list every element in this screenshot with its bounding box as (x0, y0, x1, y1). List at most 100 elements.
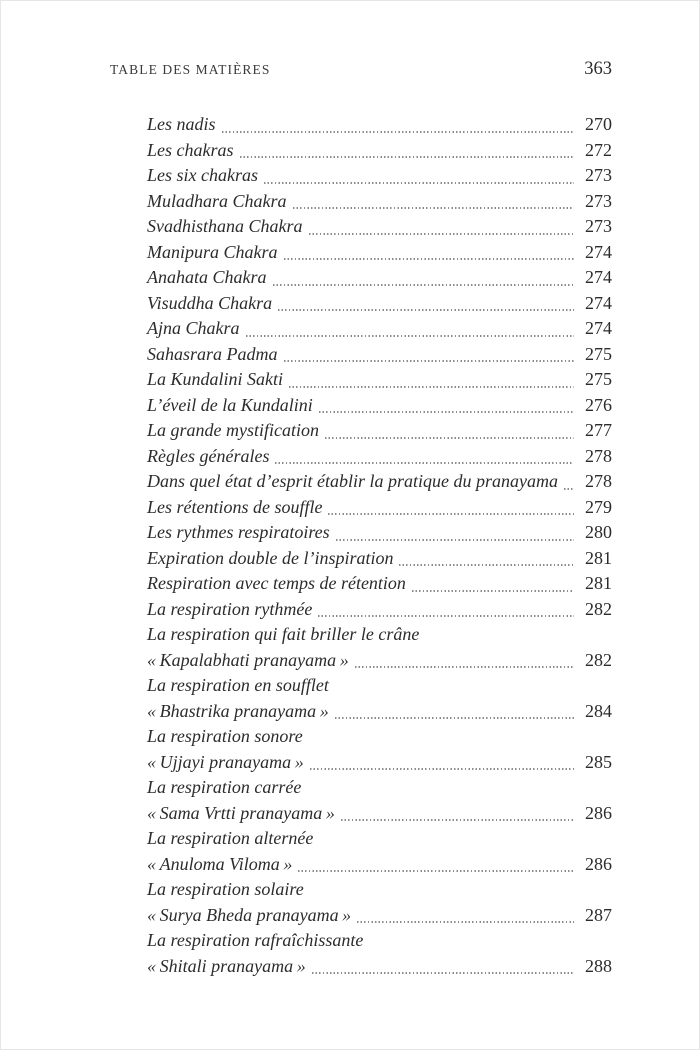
toc-entry-page-number: 270 (585, 114, 612, 134)
toc-entry: Les rythmes respiratoires 280 (147, 520, 612, 546)
toc-entry-title: Les nadis (147, 114, 216, 134)
toc-entry: L’éveil de la Kundalini 276 (147, 393, 612, 419)
toc-entry-page-number: 285 (585, 751, 612, 772)
toc-entry: La respiration carrée « Sama Vrtti pranay… (147, 775, 612, 826)
toc-entry-page-number: 280 (585, 522, 612, 542)
toc-entry-page-number: 279 (585, 496, 612, 517)
toc-entry-row: La Kundalini Sakti 275 (147, 367, 612, 393)
toc-entry-title: La grande mystification (147, 420, 319, 440)
dot-leader (399, 564, 574, 566)
toc-entry: Ajna Chakra 274 (147, 316, 612, 342)
running-header-title: TABLE DES MATIÈRES (110, 62, 271, 77)
toc-entry-page-number: 288 (585, 955, 612, 976)
toc-entry-title: La respiration rythmée (147, 598, 313, 619)
toc-entry: Expiration double de l’inspiration 281 (147, 546, 612, 572)
dot-leader (354, 666, 574, 668)
dot-leader (334, 717, 574, 719)
toc-entry-row: « Surya Bheda pranayama » 287 (147, 903, 612, 929)
toc-entry: La respiration alternée « Anuloma Viloma … (147, 826, 612, 877)
toc-entry-page-number: 274 (585, 241, 612, 262)
toc-entry-row: « Anuloma Viloma » 286 (147, 852, 612, 878)
toc-entry-title-line: La respiration rafraîchissante (147, 930, 364, 950)
toc-list: Les nadis 270 Les chakras 272 Les six chakra… (147, 112, 612, 979)
dot-leader (308, 232, 574, 235)
dot-leader (239, 156, 574, 158)
toc-entry-page-number: 275 (585, 369, 612, 389)
toc-entry-title: Les rythmes respiratoires (147, 522, 330, 542)
toc-entry-row: « Bhastrika pranayama » 284 (147, 699, 612, 725)
toc-entry: Les chakras 272 (147, 138, 612, 164)
toc-entry: Dans quel état d’esprit établir la prati… (147, 469, 612, 495)
toc-entry-page-number: 274 (585, 292, 612, 313)
toc-entry-page-number: 273 (585, 165, 612, 185)
toc-entry: Svadhisthana Chakra 273 (147, 214, 612, 240)
toc-entry-title-line: La respiration sonore (147, 726, 303, 746)
toc-entry-row: Les chakras 272 (147, 138, 612, 164)
toc-entry-page-number: 287 (585, 904, 612, 925)
running-header: TABLE DES MATIÈRES 363 (110, 59, 612, 80)
toc-entry-page-number: 277 (585, 420, 612, 440)
toc-entry-row: L’éveil de la Kundalini 276 (147, 393, 612, 419)
toc-entry-row: « Shitali pranayama » 288 (147, 954, 612, 980)
toc-entry-title: « Surya Bheda pranayama » (147, 904, 352, 925)
dot-leader (264, 181, 574, 184)
toc-entry: Anahata Chakra 274 (147, 265, 612, 291)
toc-entry: Sahasrara Padma 275 (147, 342, 612, 368)
dot-leader (245, 334, 574, 337)
dot-leader (335, 538, 574, 541)
toc-entry-row: « Sama Vrtti pranayama » 286 (147, 801, 612, 827)
toc-entry-row: « Ujjayi pranayama » 285 (147, 750, 612, 776)
dot-leader (318, 615, 574, 617)
toc-entry: Manipura Chakra 274 (147, 240, 612, 266)
toc-entry-page-number: 281 (585, 573, 612, 593)
dot-leader (563, 487, 574, 490)
toc-entry-row: Respiration avec temps de rétention 281 (147, 571, 612, 597)
dot-leader (340, 819, 574, 821)
toc-entry-title: « Ujjayi pranayama » (147, 751, 304, 772)
toc-entry: Respiration avec temps de rétention 281 (147, 571, 612, 597)
dot-leader (311, 972, 574, 974)
toc-entry-page-number: 276 (585, 394, 612, 415)
toc-entry-page-number: 278 (585, 471, 612, 491)
toc-entry-row: Règles générales 278 (147, 444, 612, 470)
toc-entry-title-line: La respiration solaire (147, 879, 304, 899)
toc-entry-row: Ajna Chakra 274 (147, 316, 612, 342)
toc-entry: Muladhara Chakra 273 (147, 189, 612, 215)
toc-entry-title: Manipura Chakra (147, 241, 278, 262)
toc-entry-row: Svadhisthana Chakra 273 (147, 214, 612, 240)
toc-entry-title: Expiration double de l’inspiration (147, 547, 394, 568)
toc-entry-title: « Anuloma Viloma » (147, 853, 293, 874)
dot-leader (328, 513, 574, 515)
dot-leader (309, 768, 574, 770)
toc-entry-page-number: 286 (585, 853, 612, 874)
toc-entry-page-number: 282 (585, 649, 612, 670)
toc-entry-title: Règles générales (147, 445, 270, 466)
toc-entry: Les nadis 270 (147, 112, 612, 138)
toc-entry-title: « Bhastrika pranayama » (147, 700, 329, 721)
toc-entry-row: Visuddha Chakra 274 (147, 291, 612, 317)
running-header-page-number: 363 (584, 59, 612, 79)
toc-entry-page-number: 278 (585, 445, 612, 466)
toc-entry-title: Sahasrara Padma (147, 343, 278, 364)
toc-entry-row: Muladhara Chakra 273 (147, 189, 612, 215)
dot-leader (411, 589, 574, 592)
toc-entry-row: « Kapalabhati pranayama » 282 (147, 648, 612, 674)
toc-entry-title: Ajna Chakra (147, 318, 240, 338)
dot-leader (318, 411, 574, 413)
toc-entry-title: Svadhisthana Chakra (147, 216, 303, 236)
toc-entry-row: Expiration double de l’inspiration 281 (147, 546, 612, 572)
toc-entry-title: Muladhara Chakra (147, 190, 287, 211)
dot-leader (325, 436, 574, 439)
toc-entry-title: L’éveil de la Kundalini (147, 394, 313, 415)
toc-entry: La respiration sonore « Ujjayi pranayama … (147, 724, 612, 775)
toc-entry-title-line: La respiration carrée (147, 777, 302, 797)
toc-entry-page-number: 286 (585, 802, 612, 823)
toc-entry-page-number: 282 (585, 598, 612, 619)
toc-entry-title: Anahata Chakra (147, 267, 267, 287)
toc-entry-title: Les chakras (147, 139, 234, 160)
toc-entry-row: Sahasrara Padma 275 (147, 342, 612, 368)
toc-entry: Les rétentions de souffle 279 (147, 495, 612, 521)
toc-entry-row: Les rythmes respiratoires 280 (147, 520, 612, 546)
toc-entry-page-number: 281 (585, 547, 612, 568)
toc-entry-title: « Sama Vrtti pranayama » (147, 802, 335, 823)
